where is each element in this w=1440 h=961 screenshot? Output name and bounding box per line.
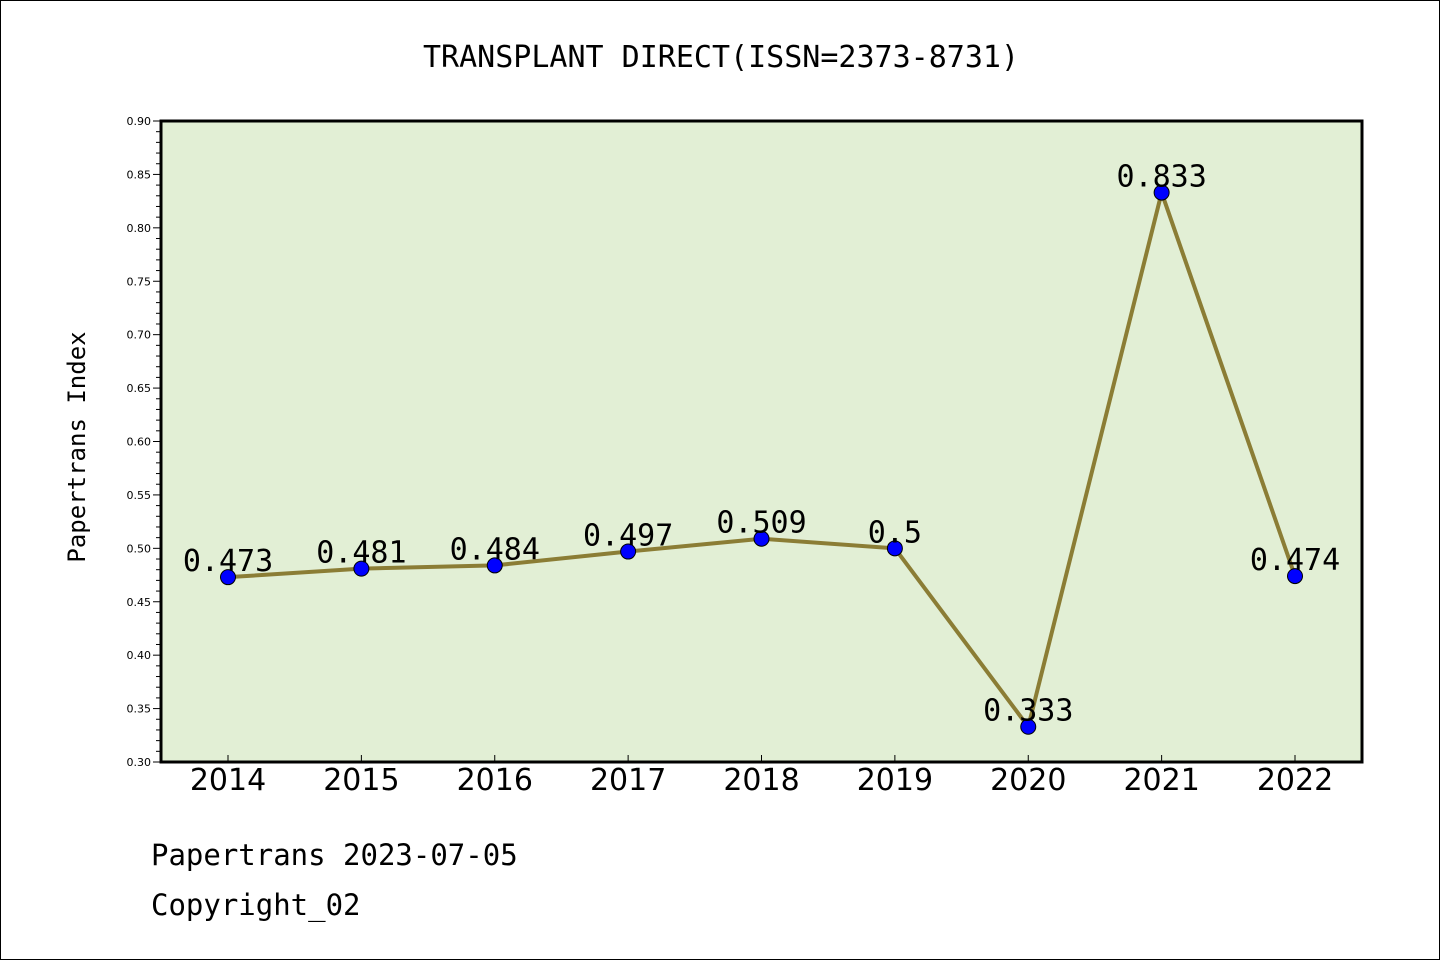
data-point: [1020, 718, 1037, 735]
y-axis-label: Papertrans Index: [63, 331, 91, 562]
y-tick-label: 0.75: [127, 275, 152, 288]
x-axis: 2014 2015 2016 2017 2018 2019 2020 2021 2022: [190, 755, 1333, 798]
x-tick-label: 2021: [1123, 763, 1199, 798]
series: [220, 184, 1303, 735]
x-tick-label: 2019: [857, 763, 933, 798]
y-tick-label: 0.85: [127, 168, 152, 181]
data-label: 0.5: [868, 515, 922, 550]
y-axis: 0.30 0.35 0.40 0.45 0.50 0.55 0.60 0.65 0.70 0.75…: [127, 115, 161, 769]
data-point: [486, 557, 503, 574]
y-tick-label: 0.30: [127, 756, 152, 769]
data-label: 0.333: [983, 694, 1073, 729]
data-label: 0.473: [183, 544, 273, 579]
data-point: [620, 543, 637, 560]
x-tick-label: 2014: [190, 763, 266, 798]
y-tick-label: 0.65: [127, 382, 152, 395]
data-point: [220, 569, 236, 586]
data-label: 0.833: [1116, 160, 1206, 195]
y-tick-label: 0.40: [127, 649, 152, 662]
y-tick-label: 0.50: [127, 542, 152, 555]
data-label: 0.497: [583, 519, 673, 554]
x-tick-label: 2016: [457, 763, 533, 798]
data-labels: 0.473 0.481 0.484 0.497 0.509 0.5 0.333 0.833 0.…: [183, 160, 1340, 729]
data-point: [353, 560, 370, 577]
y-tick-label: 0.60: [127, 436, 152, 449]
y-tick-label: 0.35: [127, 703, 152, 716]
y-tick-label: 0.80: [127, 222, 152, 235]
chart-title: TRANSPLANT DIRECT(ISSN=2373-8731): [423, 40, 1019, 75]
footer-copyright-text: Copyright_02: [151, 888, 361, 923]
plot-area: [159, 119, 1364, 764]
data-label: 0.509: [716, 506, 806, 541]
data-label: 0.474: [1250, 543, 1340, 578]
y-tick-label: 0.70: [127, 329, 152, 342]
x-tick-label: 2017: [590, 763, 666, 798]
y-tick-label: 0.90: [127, 115, 152, 128]
footer-date-text: Papertrans 2023-07-05: [151, 838, 518, 872]
data-point: [1287, 568, 1303, 585]
data-point: [1153, 184, 1170, 201]
y-tick-label: 0.45: [127, 596, 152, 609]
data-point: [886, 540, 903, 557]
x-tick-label: 2015: [323, 763, 399, 798]
data-label: 0.484: [450, 532, 540, 567]
data-label: 0.481: [316, 536, 406, 571]
y-tick-label: 0.55: [127, 489, 152, 502]
data-point: [753, 530, 770, 547]
x-tick-label: 2022: [1257, 763, 1333, 798]
x-tick-label: 2018: [723, 763, 799, 798]
x-tick-label: 2020: [990, 763, 1066, 798]
